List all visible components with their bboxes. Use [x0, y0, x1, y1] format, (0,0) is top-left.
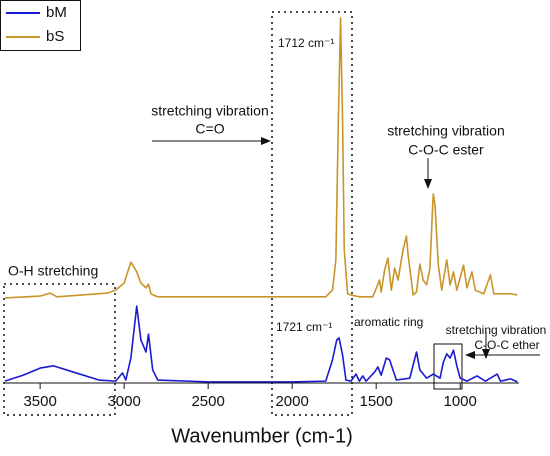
annotation: 1712 cm⁻¹: [278, 36, 334, 50]
legend-label: bS: [46, 28, 64, 45]
x-tick-label: 3000: [107, 393, 140, 410]
annotation: stretching vibration: [446, 323, 547, 337]
region-box: [433, 343, 463, 390]
x-tick-label: 2000: [275, 393, 308, 410]
annotation: C-O-C ester: [408, 142, 484, 158]
x-tick-label: 2500: [191, 393, 224, 410]
region-box: [3, 283, 116, 416]
region-box: [271, 11, 353, 416]
annotation: C=O: [195, 121, 224, 137]
annotations: stretching vibration C=O stretching vibr…: [8, 36, 546, 352]
series-line: [4, 305, 518, 383]
legend-label: bM: [46, 4, 67, 21]
series-line: [4, 17, 518, 299]
legend: [0, 0, 81, 51]
annotation: stretching vibration: [151, 103, 269, 119]
x-tick-label: 1500: [359, 393, 392, 410]
annotation: C-O-C ether: [474, 338, 539, 352]
x-tick-label: 1000: [444, 393, 477, 410]
annotation: aromatic ring: [354, 315, 423, 329]
annotation: stretching vibration: [387, 123, 505, 139]
x-axis-label: Wavenumber (cm-1): [171, 425, 353, 447]
x-tick-label: 3500: [23, 393, 56, 410]
annotation: 1721 cm⁻¹: [276, 320, 332, 334]
annotation: O-H stretching: [8, 263, 98, 279]
